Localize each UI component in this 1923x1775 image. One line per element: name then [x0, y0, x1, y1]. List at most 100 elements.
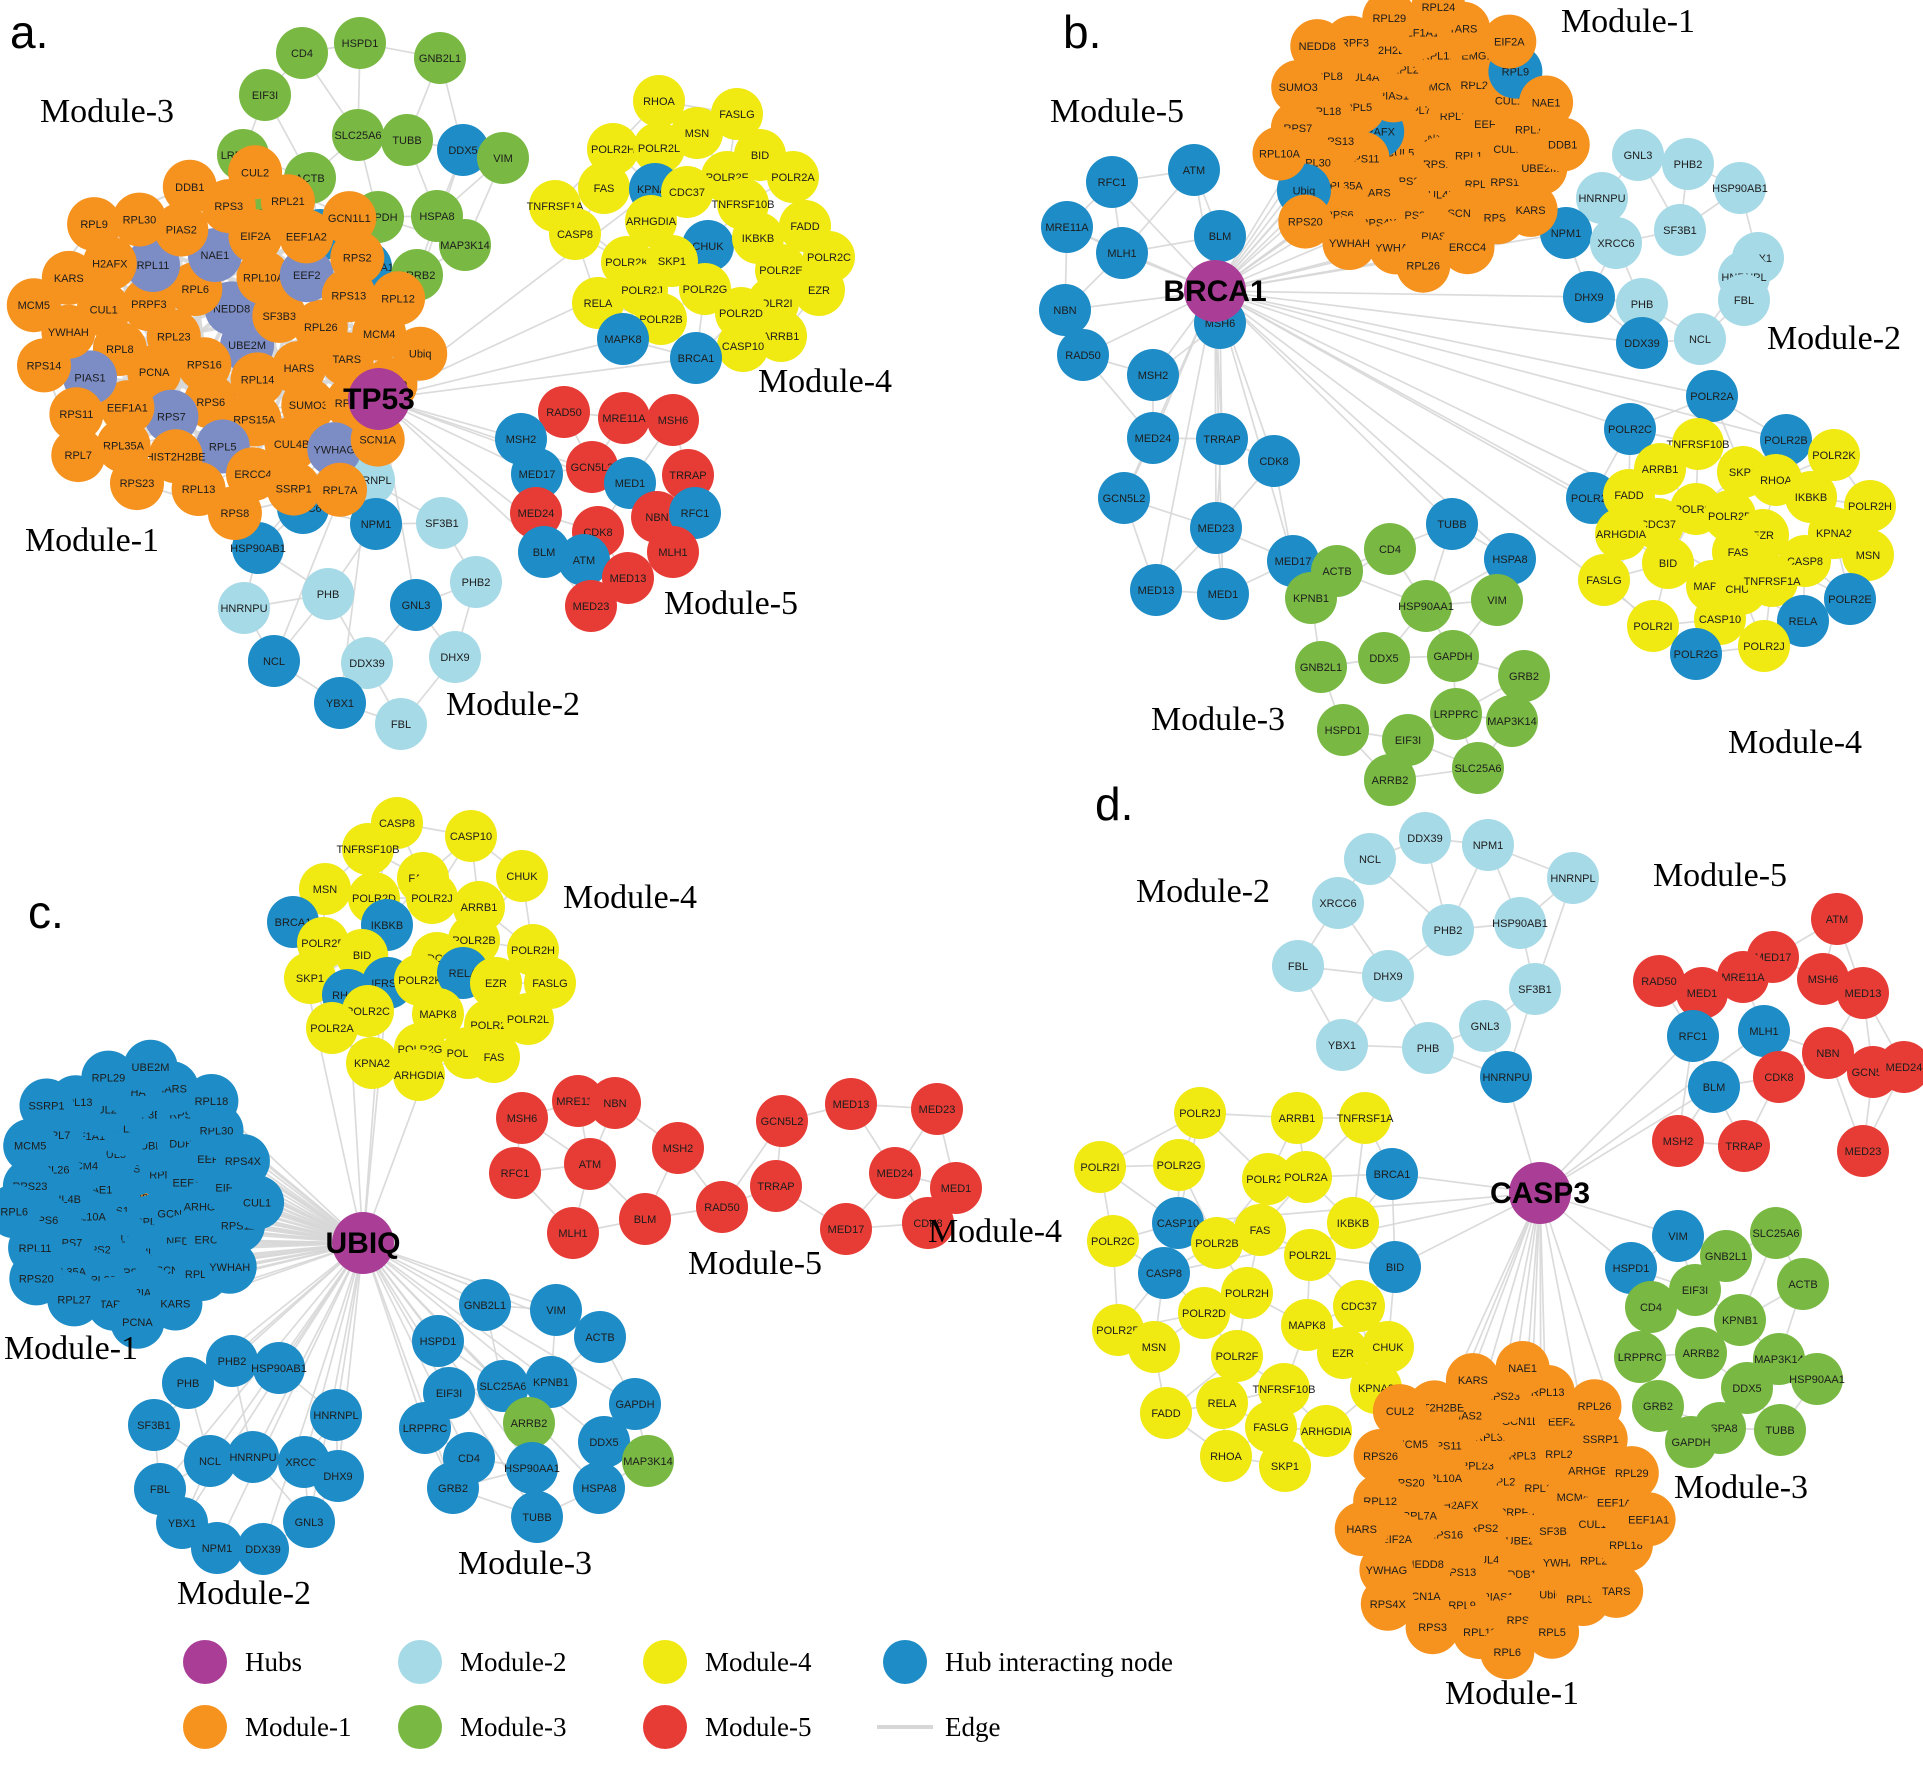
node-DHX9[interactable]: DHX9: [1362, 950, 1414, 1002]
node-SUMO3[interactable]: SUMO3: [1271, 60, 1326, 114]
node-EZR[interactable]: EZR: [1317, 1327, 1369, 1379]
node-MSH2[interactable]: MSH2: [1127, 349, 1179, 401]
node-SF3B1[interactable]: SF3B1: [128, 1399, 180, 1451]
node-NCL[interactable]: NCL: [248, 635, 300, 687]
node-SF3B1[interactable]: SF3B1: [1654, 204, 1706, 256]
node-CUL4B[interactable]: CUL4B: [264, 416, 319, 471]
node-HSPA8[interactable]: HSPA8: [573, 1462, 625, 1514]
node-POLR2G[interactable]: POLR2G: [1153, 1139, 1205, 1191]
node-RFC1[interactable]: RFC1: [1086, 156, 1138, 208]
node-ATM[interactable]: ATM: [558, 534, 610, 586]
node-YWHAH[interactable]: YWHAH: [1322, 216, 1377, 270]
node-HNRNPL[interactable]: HNRNPL: [1547, 852, 1599, 904]
hub-node-UBIQ[interactable]: UBIQ: [326, 1212, 401, 1274]
node-BRCA1[interactable]: BRCA1: [670, 332, 722, 384]
node-CDC37[interactable]: CDC37: [1333, 1280, 1385, 1332]
node-RPL12[interactable]: RPL12: [371, 271, 426, 326]
node-RAD50[interactable]: RAD50: [1057, 329, 1109, 381]
node-CASP10[interactable]: CASP10: [445, 810, 497, 862]
node-FASLG[interactable]: FASLG: [1578, 554, 1630, 606]
node-GNL3[interactable]: GNL3: [1459, 1000, 1511, 1052]
node-KARS[interactable]: KARS: [1503, 182, 1558, 237]
node-TRRAP[interactable]: TRRAP: [1196, 413, 1248, 465]
node-ARRB2[interactable]: ARRB2: [1364, 754, 1416, 806]
node-TNFRSF1A[interactable]: TNFRSF1A: [1744, 555, 1802, 607]
node-GCN5L2[interactable]: GCN5L2: [756, 1095, 808, 1147]
node-NPM1[interactable]: NPM1: [1462, 819, 1514, 871]
node-ATM[interactable]: ATM: [1168, 144, 1220, 196]
node-NCL[interactable]: NCL: [184, 1435, 236, 1487]
node-FAS[interactable]: FAS: [468, 1031, 520, 1083]
node-GRB2[interactable]: GRB2: [427, 1462, 479, 1514]
node-RFC1[interactable]: RFC1: [489, 1147, 541, 1199]
node-POLR2K[interactable]: POLR2K: [1242, 1153, 1294, 1205]
node-DDX39[interactable]: DDX39: [237, 1523, 289, 1575]
node-MCM5[interactable]: MCM5: [6, 278, 61, 333]
node-MAP3K14[interactable]: MAP3K14: [622, 1435, 674, 1487]
node-ARRB2[interactable]: ARRB2: [503, 1397, 555, 1449]
node-RPL30[interactable]: RPL30: [112, 192, 167, 247]
node-RHOA[interactable]: RHOA: [633, 75, 685, 127]
node-TRRAP[interactable]: TRRAP: [750, 1160, 802, 1212]
node-RPL18[interactable]: RPL18: [184, 1074, 239, 1128]
node-ARRB1[interactable]: ARRB1: [1271, 1092, 1323, 1144]
node-RPL26[interactable]: RPL26: [1567, 1379, 1622, 1434]
node-POLR2H[interactable]: POLR2H: [1221, 1267, 1273, 1319]
node-RPL6[interactable]: RPL6: [0, 1184, 42, 1239]
node-MED1[interactable]: MED1: [1197, 568, 1249, 620]
node-NBN[interactable]: NBN: [589, 1077, 641, 1129]
node-FASLG[interactable]: FASLG: [1245, 1401, 1297, 1453]
node-PHB[interactable]: PHB: [162, 1357, 214, 1409]
node-MED1[interactable]: MED1: [1676, 967, 1728, 1019]
node-ARRB2[interactable]: ARRB2: [1675, 1327, 1727, 1379]
node-MED1[interactable]: MED1: [930, 1162, 982, 1214]
node-RPS4X[interactable]: RPS4X: [1360, 1576, 1415, 1631]
node-ACTB[interactable]: ACTB: [574, 1311, 626, 1363]
node-ATM[interactable]: ATM: [1811, 893, 1863, 945]
node-MSH2[interactable]: MSH2: [1652, 1115, 1704, 1167]
node-POLR2H[interactable]: POLR2H: [587, 123, 639, 175]
hub-node-CASP3[interactable]: CASP3: [1490, 1162, 1590, 1224]
node-FBL[interactable]: FBL: [1272, 940, 1324, 992]
node-MED17[interactable]: MED17: [820, 1203, 872, 1255]
node-MSN[interactable]: MSN: [299, 863, 351, 915]
node-GNB2L1[interactable]: GNB2L1: [1700, 1230, 1752, 1282]
node-RHOA[interactable]: RHOA: [1200, 1430, 1252, 1482]
node-HNRNPU[interactable]: HNRNPU: [218, 582, 270, 634]
node-MSN[interactable]: MSN: [1128, 1321, 1180, 1373]
hub-node-BRCA1[interactable]: BRCA1: [1163, 260, 1267, 322]
node-ATM[interactable]: ATM: [564, 1138, 616, 1190]
node-SKP1[interactable]: SKP1: [1259, 1440, 1311, 1492]
node-IKBKB[interactable]: IKBKB: [1327, 1197, 1379, 1249]
node-MRE11A[interactable]: MRE11A: [552, 1075, 604, 1127]
node-PHB[interactable]: PHB: [1616, 278, 1668, 330]
node-CHUK[interactable]: CHUK: [496, 850, 548, 902]
node-MSN[interactable]: MSN: [1842, 529, 1894, 581]
node-HSP90AA1[interactable]: HSP90AA1: [1398, 580, 1454, 632]
node-MED13[interactable]: MED13: [825, 1078, 877, 1130]
node-TUBB[interactable]: TUBB: [381, 114, 433, 166]
node-MED24[interactable]: MED24: [1127, 412, 1179, 464]
node-RPL7[interactable]: RPL7: [51, 428, 106, 483]
node-POLR2H[interactable]: POLR2H: [1844, 480, 1896, 532]
node-MLH1[interactable]: MLH1: [1096, 227, 1148, 279]
node-RPS26[interactable]: RPS26: [1353, 1429, 1408, 1483]
node-POLR2J[interactable]: POLR2J: [1174, 1087, 1226, 1139]
node-SLC25A6[interactable]: SLC25A6: [1750, 1207, 1802, 1259]
node-RPL6[interactable]: RPL6: [1480, 1625, 1535, 1680]
node-CUL1[interactable]: CUL1: [230, 1175, 285, 1230]
node-GNB2L1[interactable]: GNB2L1: [1295, 641, 1347, 693]
node-GRB2[interactable]: GRB2: [1632, 1380, 1684, 1432]
node-LRPPRC[interactable]: LRPPRC: [399, 1402, 451, 1454]
node-LRPPRC[interactable]: LRPPRC: [1614, 1331, 1666, 1383]
node-POLR2J[interactable]: POLR2J: [1738, 620, 1790, 672]
node-HSP90AA1[interactable]: HSP90AA1: [1789, 1353, 1845, 1405]
node-MRE11A[interactable]: MRE11A: [1041, 201, 1093, 253]
node-GRB2[interactable]: GRB2: [1498, 650, 1550, 702]
node-RAD50[interactable]: RAD50: [696, 1181, 748, 1233]
node-POLR2E[interactable]: POLR2E: [1824, 573, 1876, 625]
node-CD4[interactable]: CD4: [1364, 523, 1416, 575]
node-DDX5[interactable]: DDX5: [437, 124, 489, 176]
node-DDB1[interactable]: DDB1: [162, 159, 217, 214]
node-RELA[interactable]: RELA: [1777, 595, 1829, 647]
